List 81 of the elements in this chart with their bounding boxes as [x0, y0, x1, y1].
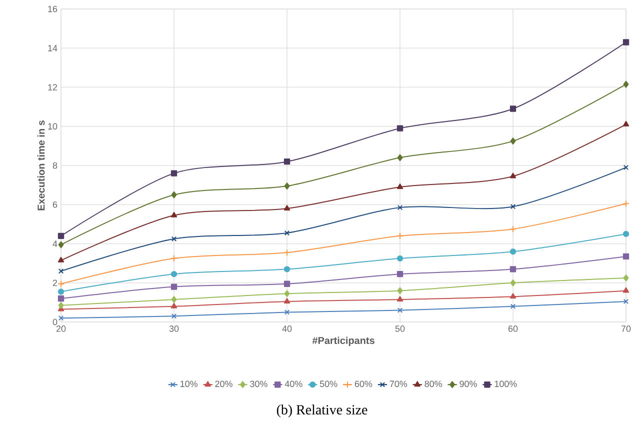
point [622, 230, 630, 238]
point [397, 154, 403, 162]
point [396, 296, 404, 302]
legend-label: 80% [424, 380, 442, 388]
x-tick-label: 30 [169, 326, 179, 332]
legend-label: 60% [354, 380, 372, 388]
point [510, 138, 516, 145]
x-tick-label: 20 [56, 326, 66, 332]
point [171, 314, 177, 319]
x-tick-label: 70 [621, 326, 631, 332]
point [284, 280, 290, 287]
legend-label: 70% [390, 380, 408, 388]
point [171, 191, 177, 198]
point [510, 304, 516, 309]
point [58, 232, 64, 240]
point [510, 248, 516, 255]
legend-label: 10% [180, 380, 198, 388]
point [170, 270, 178, 278]
point [510, 266, 516, 272]
y-tick-label: 12 [48, 84, 58, 90]
y-tick-label: 8 [52, 162, 58, 169]
y-tick-label: 16 [48, 6, 58, 12]
point [58, 241, 64, 248]
point [396, 255, 404, 262]
y-tick-label: 14 [48, 45, 58, 52]
y-axis-title: Execution time in s [37, 120, 45, 210]
point [171, 236, 177, 242]
text: (b) Relative size [276, 404, 368, 418]
point [171, 296, 177, 303]
point [284, 230, 290, 236]
point [623, 80, 629, 88]
point [510, 172, 516, 178]
point [284, 266, 290, 272]
y-tick-label: 2 [52, 280, 58, 286]
point [170, 170, 178, 176]
y-tick-label: 0 [52, 318, 58, 326]
point [170, 284, 178, 290]
point [623, 274, 629, 282]
point [284, 205, 290, 211]
legend-label: 100% [494, 380, 517, 388]
point [170, 254, 178, 262]
point [622, 120, 630, 126]
x-tick-label: 40 [282, 326, 292, 332]
y-tick-label: 4 [52, 240, 58, 247]
y-tick-label: 6 [52, 201, 58, 208]
point [510, 279, 516, 286]
point [396, 184, 404, 190]
point [58, 256, 64, 262]
point [510, 204, 516, 210]
point [58, 295, 64, 302]
point [284, 298, 290, 304]
point [622, 39, 630, 46]
point [510, 293, 516, 299]
point [170, 302, 178, 308]
legend-label: 20% [215, 380, 232, 388]
point [396, 125, 404, 132]
point [396, 232, 404, 240]
legend-label: 40% [284, 380, 302, 388]
point [58, 288, 64, 295]
point [170, 212, 178, 218]
point [284, 182, 290, 190]
x-axis-title: #Participants [312, 336, 374, 346]
point [397, 204, 403, 210]
point [510, 106, 516, 112]
point [284, 249, 290, 256]
point [284, 290, 290, 298]
point [622, 287, 630, 293]
point [622, 253, 630, 260]
point [510, 226, 516, 233]
point [397, 308, 403, 313]
point [58, 302, 64, 309]
legend-label: 50% [320, 380, 338, 388]
y-tick-label: 10 [48, 123, 58, 130]
point [396, 270, 404, 278]
legend-label: 90% [460, 380, 477, 388]
point [284, 310, 290, 315]
x-tick-label: 60 [508, 326, 518, 332]
point [284, 158, 290, 165]
point [397, 287, 403, 294]
legend-label: 30% [250, 380, 268, 388]
x-tick-label: 50 [395, 326, 405, 332]
